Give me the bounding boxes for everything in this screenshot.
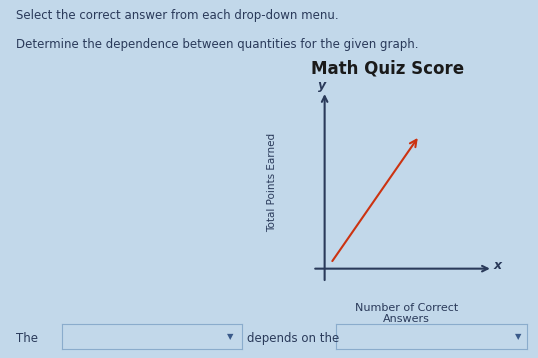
Text: Math Quiz Score: Math Quiz Score: [311, 59, 464, 77]
Text: ▼: ▼: [226, 332, 233, 341]
Text: Total Points Earned: Total Points Earned: [267, 133, 277, 232]
Text: The: The: [16, 332, 38, 345]
Text: ▼: ▼: [515, 332, 521, 341]
Text: x: x: [493, 258, 501, 272]
Text: Number of Correct
Answers: Number of Correct Answers: [355, 303, 458, 324]
Text: y: y: [317, 79, 325, 92]
Text: Select the correct answer from each drop-down menu.: Select the correct answer from each drop…: [16, 9, 339, 22]
Text: depends on the: depends on the: [247, 332, 339, 345]
Text: Determine the dependence between quantities for the given graph.: Determine the dependence between quantit…: [16, 38, 419, 50]
